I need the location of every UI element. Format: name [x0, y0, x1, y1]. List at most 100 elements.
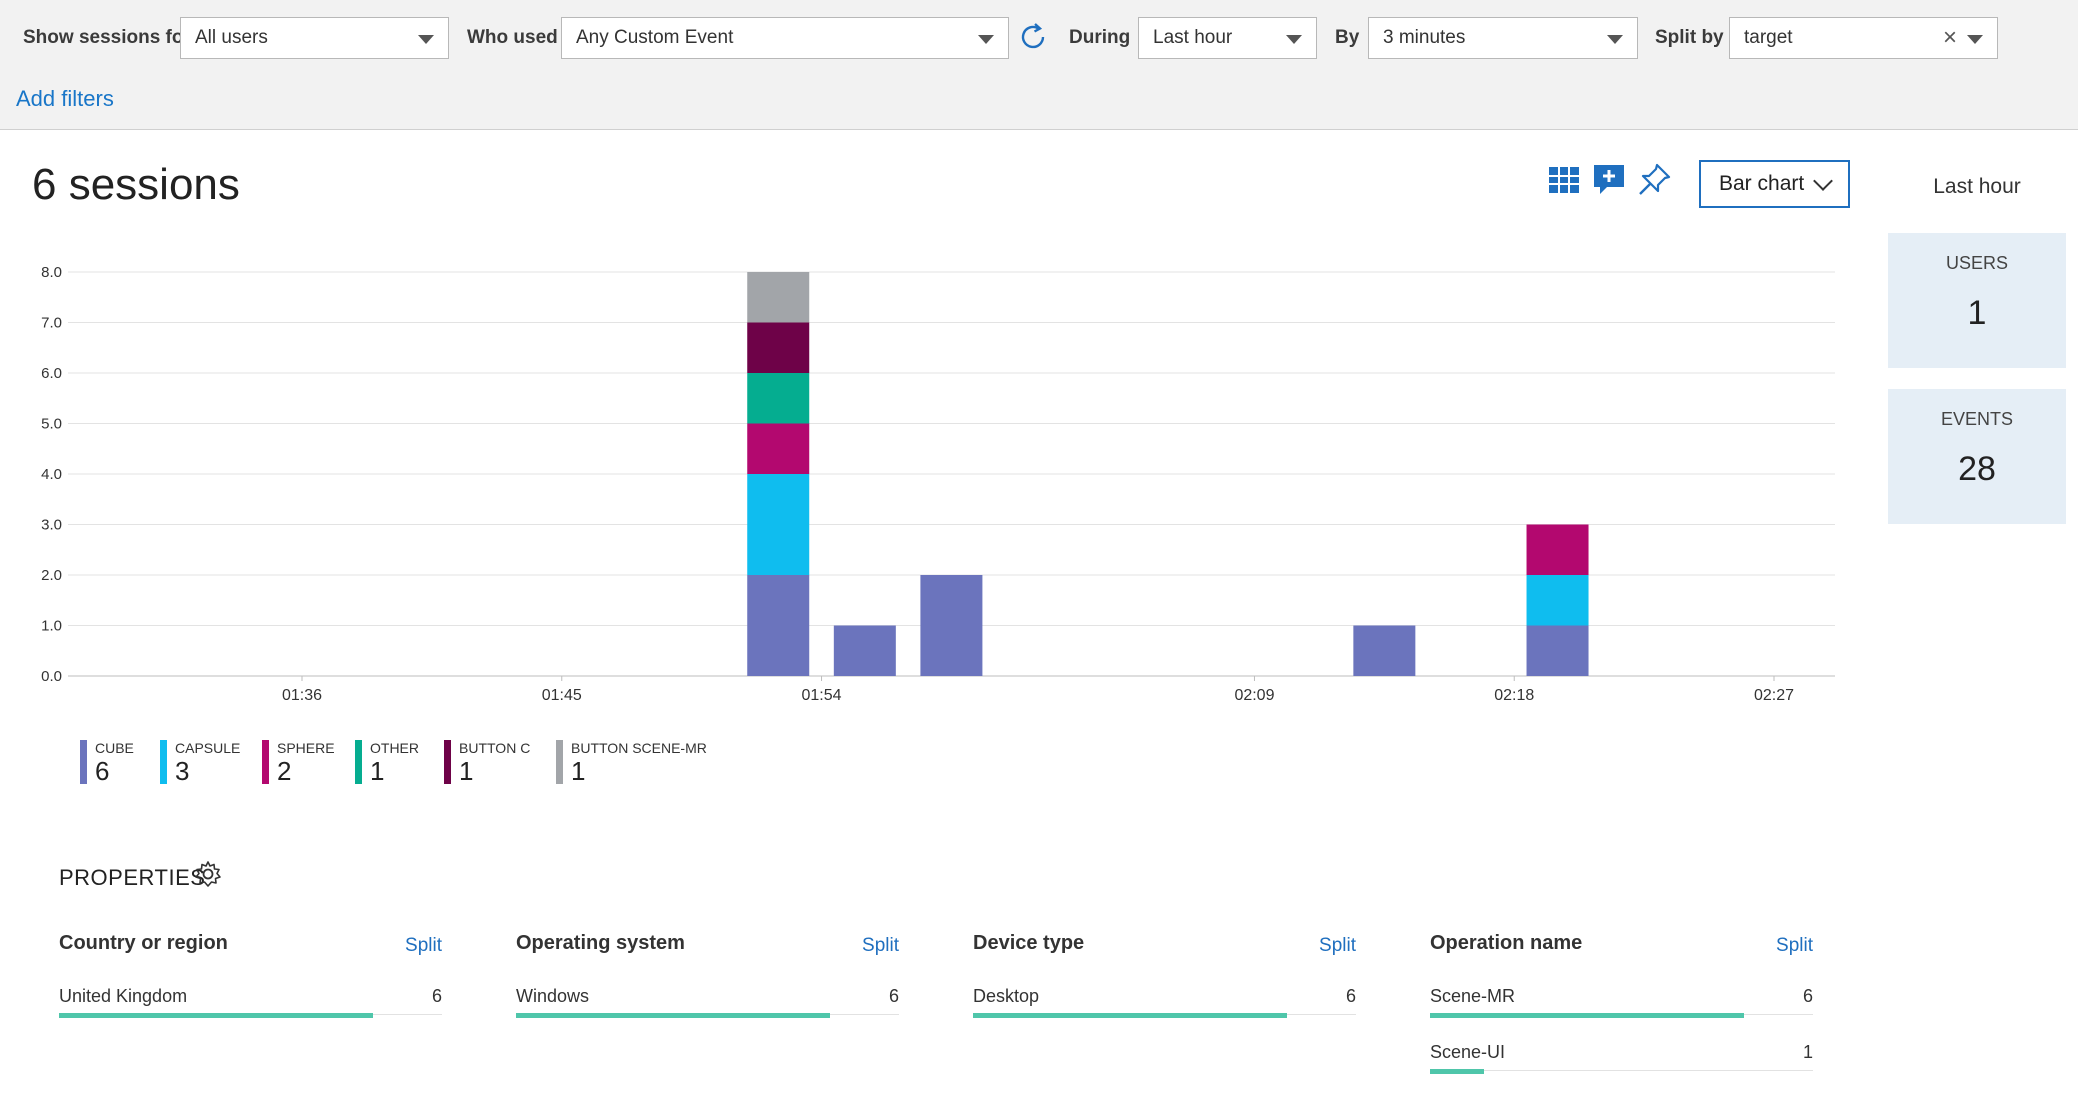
legend-series-count: 3 — [175, 756, 190, 786]
bar-segment-cube[interactable] — [833, 625, 896, 677]
property-row[interactable]: Scene-MR 6 — [1430, 986, 1813, 1030]
close-icon[interactable]: × — [1942, 24, 1957, 51]
property-value-name: Desktop — [973, 986, 1040, 1006]
property-bar — [973, 1013, 1288, 1018]
legend-series-count: 2 — [277, 756, 292, 786]
bar-segment-other[interactable] — [747, 373, 810, 424]
property-value-count: 6 — [888, 986, 899, 1006]
during-select[interactable]: Last hour — [1138, 17, 1317, 59]
property-value-name: Scene-UI — [1430, 1042, 1506, 1062]
property-heading: Device type — [973, 932, 1085, 954]
bar-segment-cube[interactable] — [920, 575, 983, 676]
x-tick-label: 02:18 — [1494, 687, 1534, 704]
events-stat-label: EVENTS — [1940, 409, 2014, 429]
event-select[interactable]: Any Custom Event — [561, 17, 1009, 59]
bar-segment-capsule[interactable] — [1526, 575, 1589, 626]
x-tick-label: 02:27 — [1754, 687, 1794, 704]
add-comment-icon[interactable] — [1591, 162, 1627, 198]
split-link[interactable]: Split — [1319, 935, 1356, 956]
split-select[interactable]: target × — [1729, 17, 1998, 59]
property-heading: Country or region — [59, 932, 228, 954]
legend-series-count: 1 — [370, 756, 385, 786]
y-tick-label: 8.0 — [41, 264, 62, 281]
split-link[interactable]: Split — [862, 935, 899, 956]
users-select[interactable]: All users — [180, 17, 449, 59]
chart-type-value: Bar chart — [1719, 172, 1805, 195]
property-value-count: 6 — [1345, 986, 1356, 1006]
filter-bar: Show sessions for All users Who used Any… — [0, 0, 2078, 130]
show-sessions-label: Show sessions for — [23, 27, 191, 48]
legend-swatch — [262, 740, 269, 784]
legend-swatch — [160, 740, 167, 784]
during-label: During — [1069, 27, 1131, 48]
users-select-value: All users — [195, 27, 268, 48]
legend-swatch — [355, 740, 362, 784]
bar-segment-sphere[interactable] — [747, 423, 810, 475]
chart-type-select[interactable]: Bar chart — [1699, 160, 1850, 208]
x-tick-label: 01:36 — [282, 687, 322, 704]
users-stat-card: USERS 1 — [1888, 233, 2066, 368]
property-group: Operation name Split Scene-MR 6 Scene-UI 1 — [1430, 932, 1813, 1074]
add-filters-link[interactable]: Add filters — [16, 86, 114, 111]
events-stat-value: 28 — [1958, 450, 1996, 488]
y-tick-label: 5.0 — [41, 416, 62, 433]
split-link[interactable]: Split — [405, 935, 442, 956]
chevron-down-icon — [1967, 35, 1983, 44]
property-value-name: Windows — [516, 986, 590, 1006]
bar-segment-cube[interactable] — [1353, 625, 1416, 677]
split-select-value: target — [1744, 27, 1793, 48]
chevron-down-icon — [978, 35, 994, 44]
property-value-count: 6 — [1802, 986, 1813, 1006]
interval-select[interactable]: 3 minutes — [1368, 17, 1638, 59]
who-used-label: Who used — [467, 27, 558, 48]
property-row[interactable]: United Kingdom 6 — [59, 986, 442, 1030]
grid-icon[interactable] — [1546, 162, 1582, 198]
bar-segment-cube[interactable] — [747, 575, 810, 676]
legend-series-count: 1 — [459, 756, 474, 786]
pin-icon[interactable] — [1636, 162, 1672, 198]
property-value-count: 6 — [431, 986, 442, 1006]
property-row[interactable]: Windows 6 — [516, 986, 899, 1030]
property-bar — [1430, 1069, 1484, 1074]
x-tick-label: 02:09 — [1234, 687, 1274, 704]
bar-segment-capsule[interactable] — [747, 474, 810, 575]
legend-swatch — [556, 740, 563, 784]
x-tick-label: 01:45 — [542, 687, 582, 704]
legend-series-name: OTHER — [370, 740, 419, 756]
refresh-icon[interactable] — [1016, 20, 1050, 54]
property-bar — [516, 1013, 831, 1018]
legend-series-name: CUBE — [95, 740, 134, 756]
bar-segment-button-scene-mr[interactable] — [747, 272, 810, 323]
chevron-down-icon — [1813, 171, 1833, 191]
legend-series-name: BUTTON C — [459, 740, 531, 756]
property-value-count: 1 — [1802, 1042, 1813, 1062]
page-title: 6 sessions — [32, 160, 240, 209]
property-bar — [59, 1013, 374, 1018]
properties-title: PROPERTIES — [59, 865, 206, 890]
property-heading: Operating system — [516, 932, 685, 954]
property-bar-track — [1430, 1070, 1813, 1071]
event-select-value: Any Custom Event — [576, 27, 734, 48]
property-group: Device type Split Desktop 6 — [973, 932, 1356, 1018]
property-row[interactable]: Scene-UI 1 — [1430, 1042, 1813, 1086]
y-tick-label: 4.0 — [41, 466, 62, 483]
legend-swatch — [80, 740, 87, 784]
chevron-down-icon — [418, 35, 434, 44]
y-tick-label: 6.0 — [41, 365, 62, 382]
split-link[interactable]: Split — [1776, 935, 1813, 956]
split-by-label: Split by — [1655, 27, 1724, 48]
x-tick-label: 01:54 — [802, 687, 842, 704]
legend-series-count: 6 — [95, 756, 110, 786]
period-label: Last hour — [1933, 175, 2021, 198]
property-row[interactable]: Desktop 6 — [973, 986, 1356, 1030]
chevron-down-icon — [1607, 35, 1623, 44]
gear-icon[interactable] — [194, 860, 222, 888]
events-stat-card: EVENTS 28 — [1888, 389, 2066, 524]
bar-segment-cube[interactable] — [1526, 625, 1589, 677]
interval-select-value: 3 minutes — [1383, 27, 1466, 48]
property-group: Operating system Split Windows 6 — [516, 932, 899, 1018]
bar-segment-sphere[interactable] — [1526, 524, 1589, 576]
bar-segment-button-c[interactable] — [747, 322, 810, 374]
y-tick-label: 1.0 — [41, 618, 62, 635]
